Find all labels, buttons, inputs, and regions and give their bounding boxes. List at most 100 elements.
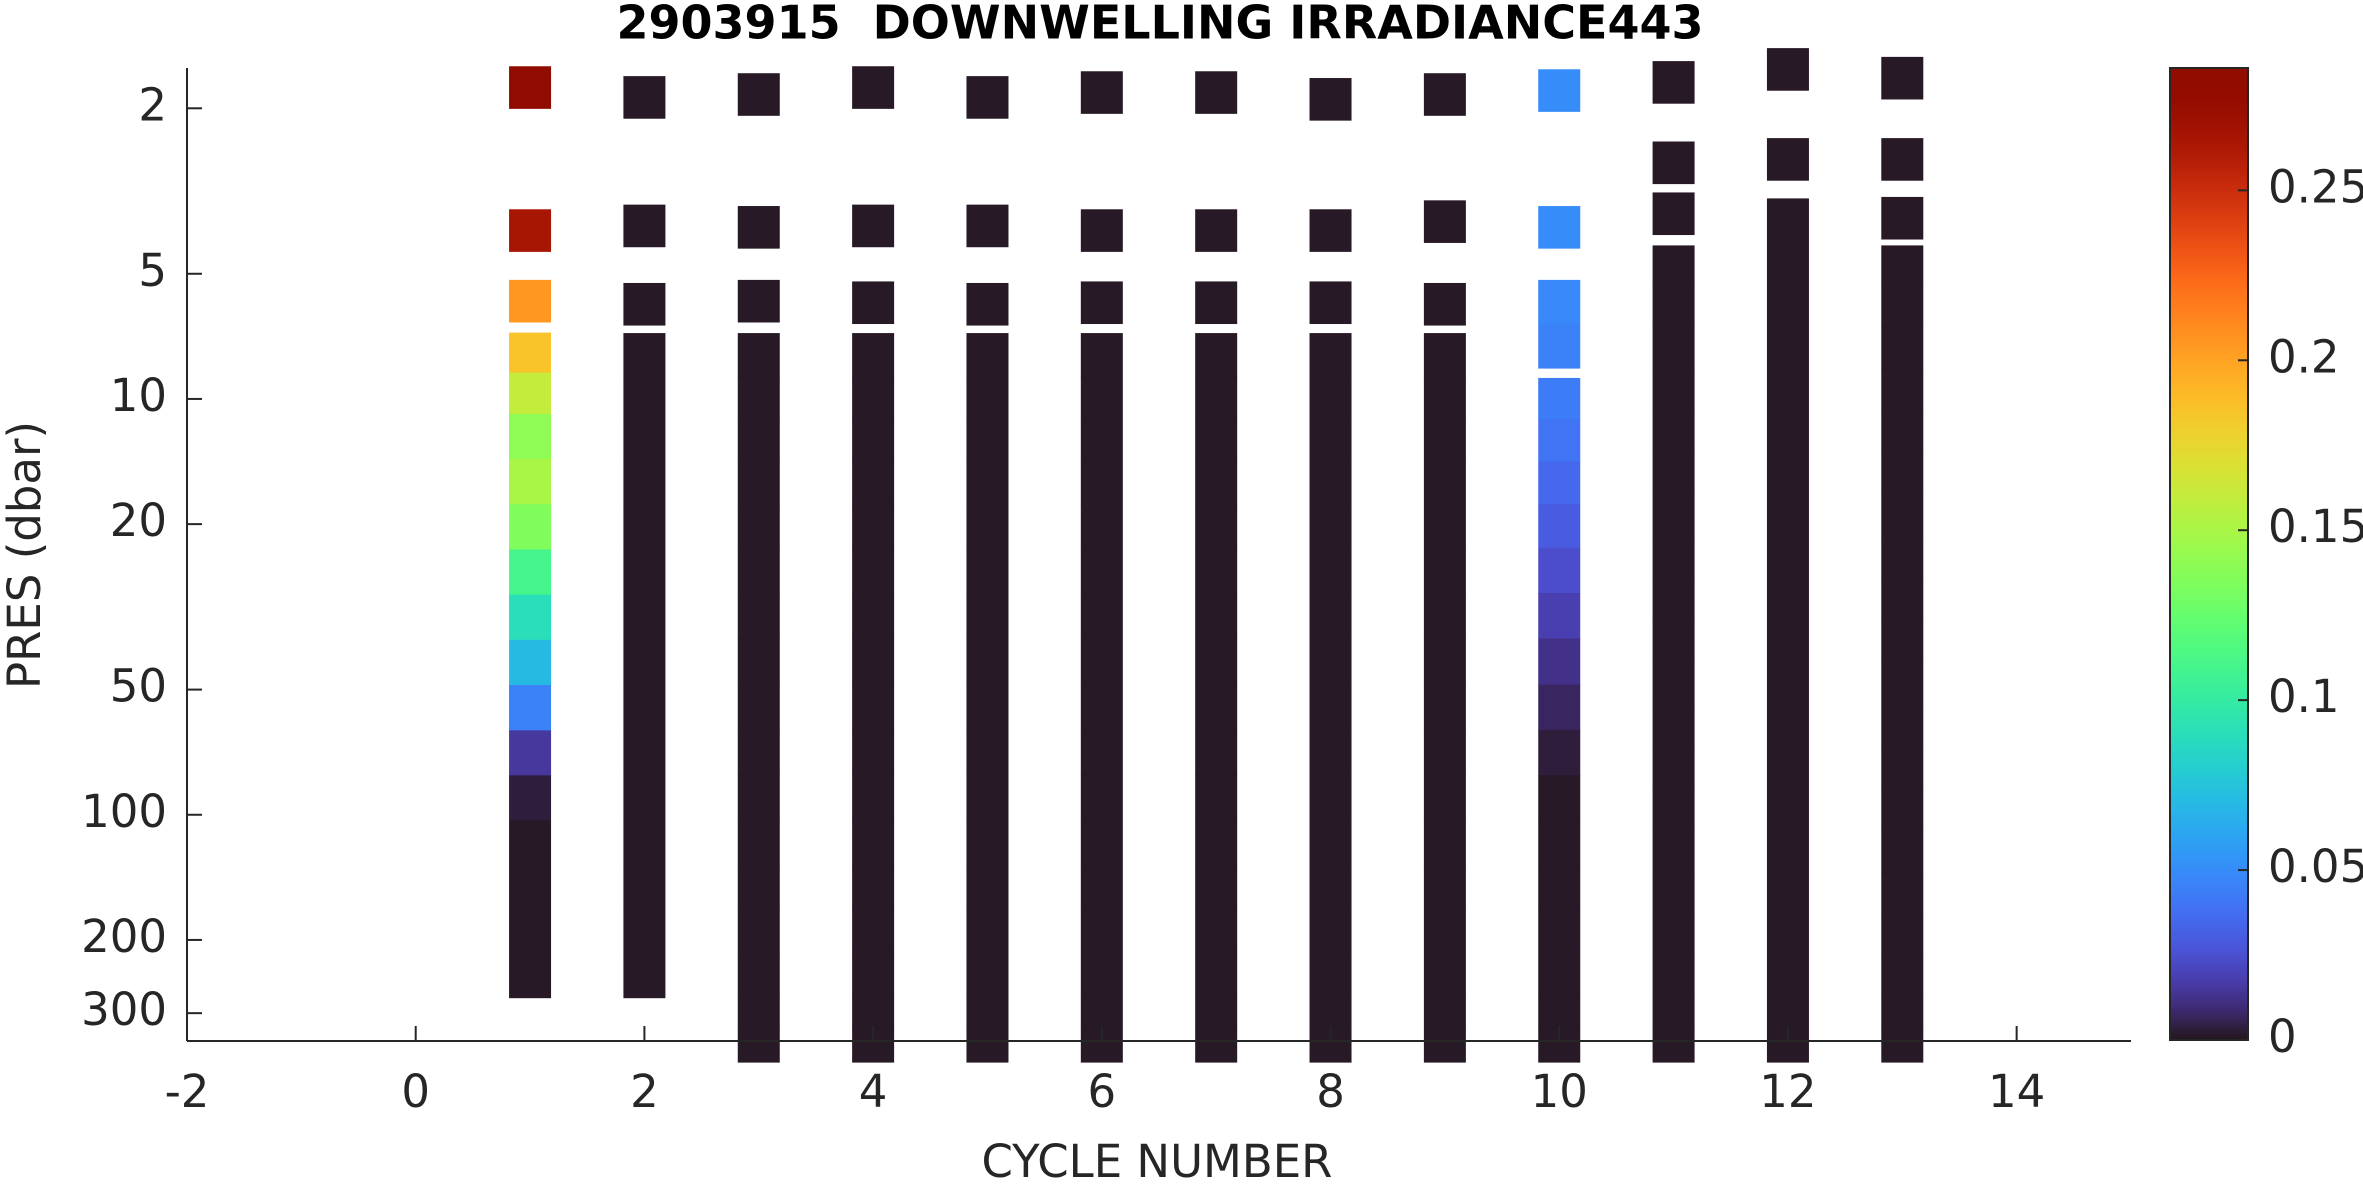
profile-cell (1652, 746, 1695, 790)
y-tick-label: 200 (81, 910, 167, 963)
y-tick-label: 300 (81, 983, 167, 1036)
profile-cell (737, 333, 780, 378)
profile-cell (1423, 593, 1466, 640)
profile-cell (1080, 461, 1123, 505)
profile-cell (1195, 593, 1238, 640)
profile-cell (1423, 333, 1466, 378)
profile-cell (1766, 746, 1809, 790)
profile-cell (852, 951, 895, 994)
profile-cell (852, 638, 895, 686)
profile-cell (1309, 333, 1352, 378)
profile-cell (1423, 200, 1466, 243)
colorbar-tick-label: 0.15 (2268, 500, 2363, 553)
profile-cell (1538, 820, 1581, 867)
profile-cell (966, 951, 1009, 994)
profile-cell (1309, 865, 1352, 910)
profile-cell (1652, 61, 1695, 104)
profile-cell (737, 820, 780, 867)
profile-cell (1080, 638, 1123, 686)
profile-cell (1766, 994, 1809, 1028)
profile-cell (1423, 638, 1466, 686)
profile-cell (1538, 775, 1581, 822)
profile-cell (966, 909, 1009, 953)
profile-cell (852, 281, 895, 325)
profile-cell (1881, 493, 1924, 537)
profile-cell (1195, 333, 1238, 378)
profile-cell (737, 775, 780, 822)
profile-cell (1423, 503, 1466, 549)
profile-cell (1652, 829, 1695, 873)
profile-cell (509, 639, 552, 686)
profile-cell (1309, 503, 1352, 549)
profile-cell (1652, 326, 1695, 369)
x-tick-label: 14 (1988, 1065, 2045, 1118)
profile-cell (509, 458, 552, 505)
profile-cell (1881, 703, 1924, 748)
profile-cell (1538, 547, 1581, 594)
profile-cell (1080, 820, 1123, 867)
profile-cell (1766, 326, 1809, 369)
profile-cell (737, 593, 780, 640)
profile-cell (1538, 69, 1581, 112)
profile-cell (737, 1027, 780, 1063)
profile-cell (623, 638, 666, 686)
x-tick-label: 12 (1759, 1065, 1816, 1118)
profile-cell (1652, 192, 1695, 236)
profile-cell (1309, 419, 1352, 463)
y-tick-label: 100 (81, 785, 167, 838)
x-tick-label: -2 (165, 1065, 210, 1118)
profile-cell (509, 504, 552, 551)
profile-cell (966, 419, 1009, 463)
profile-cell (966, 729, 1009, 776)
profile-cell (737, 461, 780, 505)
profile-cell (509, 413, 552, 460)
profile-cell (1881, 535, 1924, 578)
profile-cell (852, 66, 895, 109)
profile-cell (623, 282, 666, 326)
profile-cell (737, 376, 780, 420)
profile-cell (509, 594, 552, 641)
profile-cell (852, 993, 895, 1028)
profile-cell (1195, 684, 1238, 731)
profile-cell (623, 204, 666, 248)
chart-title: 2903915 DOWNWELLING IRRADIANCE443 (617, 0, 1704, 50)
profile-cell (1881, 788, 1924, 831)
profile-cell (509, 685, 552, 731)
profile-cell (1309, 78, 1352, 121)
profile-cell (1309, 638, 1352, 686)
profile-cell (852, 684, 895, 731)
profile-cell (1080, 547, 1123, 594)
x-axis-label: CYCLE NUMBER (982, 1135, 1333, 1187)
profile-cell (1652, 410, 1695, 453)
profile-cell (1309, 281, 1352, 325)
colorbar-tick-label: 0.1 (2268, 670, 2340, 723)
profile-cell (1309, 775, 1352, 822)
profile-cell (1080, 503, 1123, 549)
profile-cell (966, 593, 1009, 640)
profile-cell (966, 461, 1009, 505)
profile-cell (1195, 209, 1238, 252)
profile-cell (1309, 593, 1352, 640)
profile-cell (1423, 865, 1466, 910)
profile-cell (509, 549, 552, 596)
colorbar (2169, 67, 2249, 1041)
profile-cell (1538, 684, 1581, 731)
profile-cell (1652, 872, 1695, 916)
profile-cell (966, 547, 1009, 594)
profile-cell (737, 206, 780, 249)
profile-cell (1881, 872, 1924, 916)
profile-cell (737, 73, 780, 116)
profile-cell (623, 76, 666, 119)
profile-cell (1766, 829, 1809, 873)
profile-cell (1080, 865, 1123, 910)
profile-cell (623, 547, 666, 594)
profile-cell (1881, 138, 1924, 181)
profile-cell (1080, 209, 1123, 252)
profile-cell (509, 909, 552, 955)
profile-cell (1309, 547, 1352, 594)
profile-cell (1766, 286, 1809, 328)
profile-cell (1309, 729, 1352, 776)
profile-cell (509, 332, 552, 374)
profile-cell (1652, 141, 1695, 185)
profile-cell (1080, 684, 1123, 731)
